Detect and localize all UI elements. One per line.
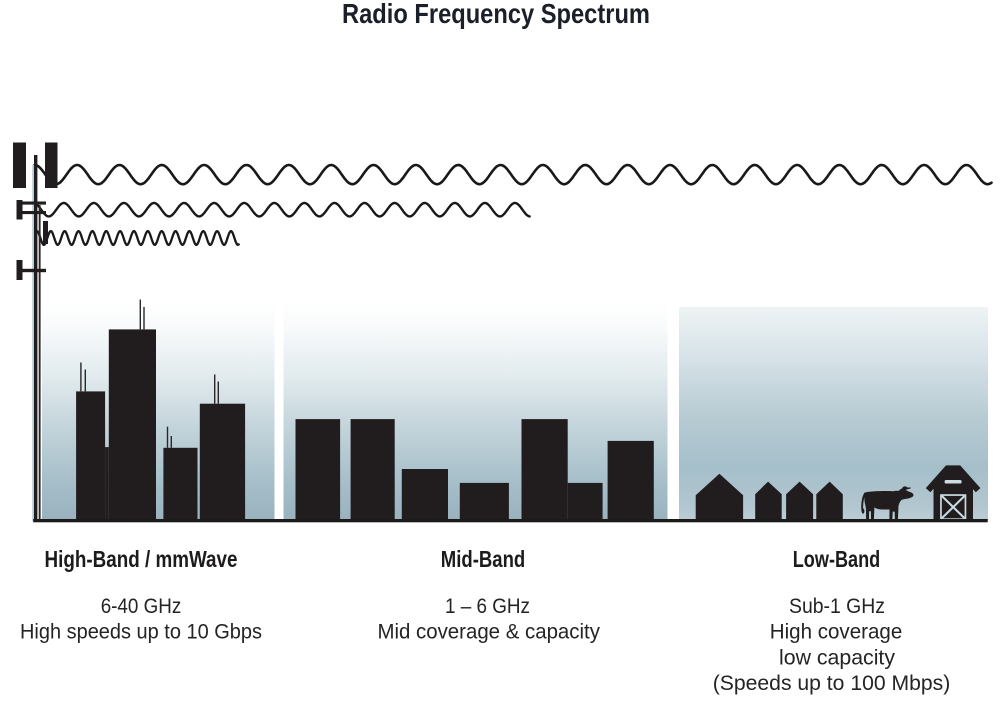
- svg-text:6-40 GHz: 6-40 GHz: [101, 594, 182, 618]
- svg-text:(Speeds up to 100 Mbps): (Speeds up to 100 Mbps): [713, 671, 951, 695]
- svg-text:Mid coverage & capacity: Mid coverage & capacity: [377, 620, 600, 644]
- svg-text:High speeds up to 10 Gbps: High speeds up to 10 Gbps: [20, 620, 262, 644]
- svg-text:High-Band / mmWave: High-Band / mmWave: [45, 546, 238, 572]
- svg-text:low capacity: low capacity: [779, 645, 895, 669]
- svg-text:Radio Frequency Spectrum: Radio Frequency Spectrum: [342, 0, 650, 29]
- svg-text:High coverage: High coverage: [770, 620, 903, 644]
- svg-text:1 – 6 GHz: 1 – 6 GHz: [445, 594, 530, 618]
- svg-text:Mid-Band: Mid-Band: [441, 546, 526, 572]
- svg-text:Sub-1 GHz: Sub-1 GHz: [789, 594, 885, 618]
- svg-text:Low-Band: Low-Band: [793, 546, 881, 572]
